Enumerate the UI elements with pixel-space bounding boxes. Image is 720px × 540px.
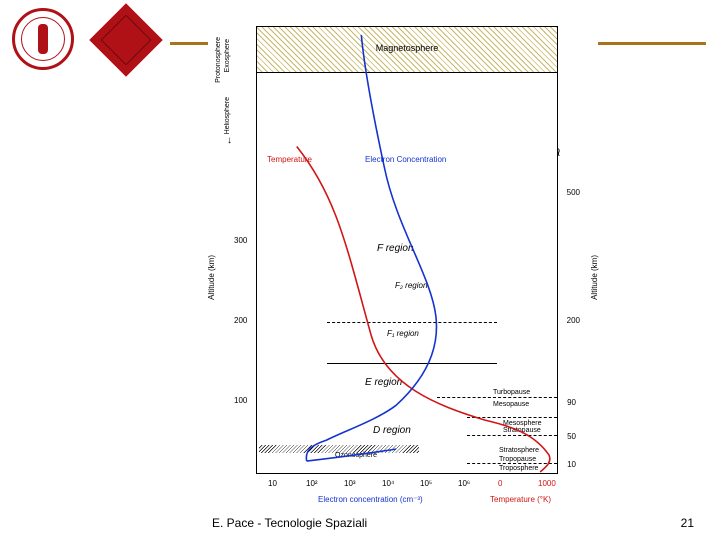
side-label-exosphere: Exosphere bbox=[224, 39, 231, 72]
tropopause-label: Tropopause bbox=[499, 456, 536, 463]
troposphere-label: Troposphere bbox=[499, 465, 538, 472]
x-right-axis-title: Temperature (°K) bbox=[490, 495, 551, 504]
x-left-axis-title: Electron concentration (cm⁻³) bbox=[318, 495, 423, 504]
header-rule-right bbox=[588, 42, 706, 45]
xtick-1e6: 10⁶ bbox=[458, 479, 470, 488]
footer-author: E. Pace - Tecnologie Spaziali bbox=[212, 516, 367, 530]
electron-legend: Electron Concentration bbox=[365, 155, 446, 164]
stratopause-line bbox=[467, 435, 557, 436]
e-region-label: E region bbox=[365, 377, 402, 388]
ytick-left-200: 200 bbox=[234, 316, 247, 325]
side-label-protonosphere: Protonosphere bbox=[215, 37, 222, 83]
axis-break-icon: ≀ bbox=[557, 145, 562, 159]
page-number: 21 bbox=[681, 516, 694, 530]
mesosphere-line bbox=[467, 417, 557, 418]
ytick-right-200: 200 bbox=[567, 316, 580, 325]
arrow-down-icon: ↓ bbox=[227, 135, 232, 146]
atmosphere-profile-chart: Magnetosphere Protonosphere Exosphere He… bbox=[208, 20, 598, 510]
e-top-line bbox=[327, 363, 497, 364]
y-left-axis-title: Altitude (km) bbox=[207, 255, 216, 300]
tropopause-line bbox=[467, 463, 557, 464]
plot-area: Magnetosphere Protonosphere Exosphere He… bbox=[256, 26, 558, 474]
side-label-heliosphere: Heliosphere bbox=[224, 97, 231, 134]
f1-boundary bbox=[327, 322, 497, 323]
f-region-label: F region bbox=[377, 243, 414, 254]
xtick-1e3: 10³ bbox=[344, 479, 356, 488]
d-region-label: D region bbox=[373, 425, 411, 436]
f2-region-label: F₂ region bbox=[395, 281, 427, 290]
stratosphere-label: Stratosphere bbox=[499, 447, 539, 454]
ytick-right-50: 50 bbox=[567, 432, 576, 441]
xtick-temp-1000: 1000 bbox=[538, 479, 556, 488]
university-seal bbox=[12, 8, 74, 70]
ytick-right-90: 90 bbox=[567, 398, 576, 407]
ytick-left-100: 100 bbox=[234, 396, 247, 405]
xtick-1e5: 10⁵ bbox=[420, 479, 432, 488]
turbopause-label: Turbopause bbox=[493, 389, 530, 396]
y-right-axis-title: Altitude (km) bbox=[590, 255, 599, 300]
mesopause-label: Mesopause bbox=[493, 401, 529, 408]
temperature-legend: Temperature bbox=[267, 155, 312, 164]
stratopause-label: Stratopause bbox=[503, 427, 541, 434]
xtick-1e2: 10² bbox=[306, 479, 318, 488]
xtick-temp-0: 0 bbox=[498, 479, 502, 488]
ytick-left-300: 300 bbox=[234, 236, 247, 245]
ytick-right-500: 500 bbox=[567, 188, 580, 197]
brand-diamond-icon bbox=[89, 3, 163, 77]
f1-region-label: F₁ region bbox=[387, 329, 419, 338]
mesosphere-label: Mesosphere bbox=[503, 420, 542, 427]
xtick-10: 10 bbox=[268, 479, 277, 488]
magnetosphere-label: Magnetosphere bbox=[376, 43, 439, 53]
turbopause-line bbox=[437, 397, 557, 398]
xtick-1e4: 10⁴ bbox=[382, 479, 394, 488]
ozonosphere-label: Ozonosphere bbox=[335, 452, 377, 459]
ytick-right-10: 10 bbox=[567, 460, 576, 469]
